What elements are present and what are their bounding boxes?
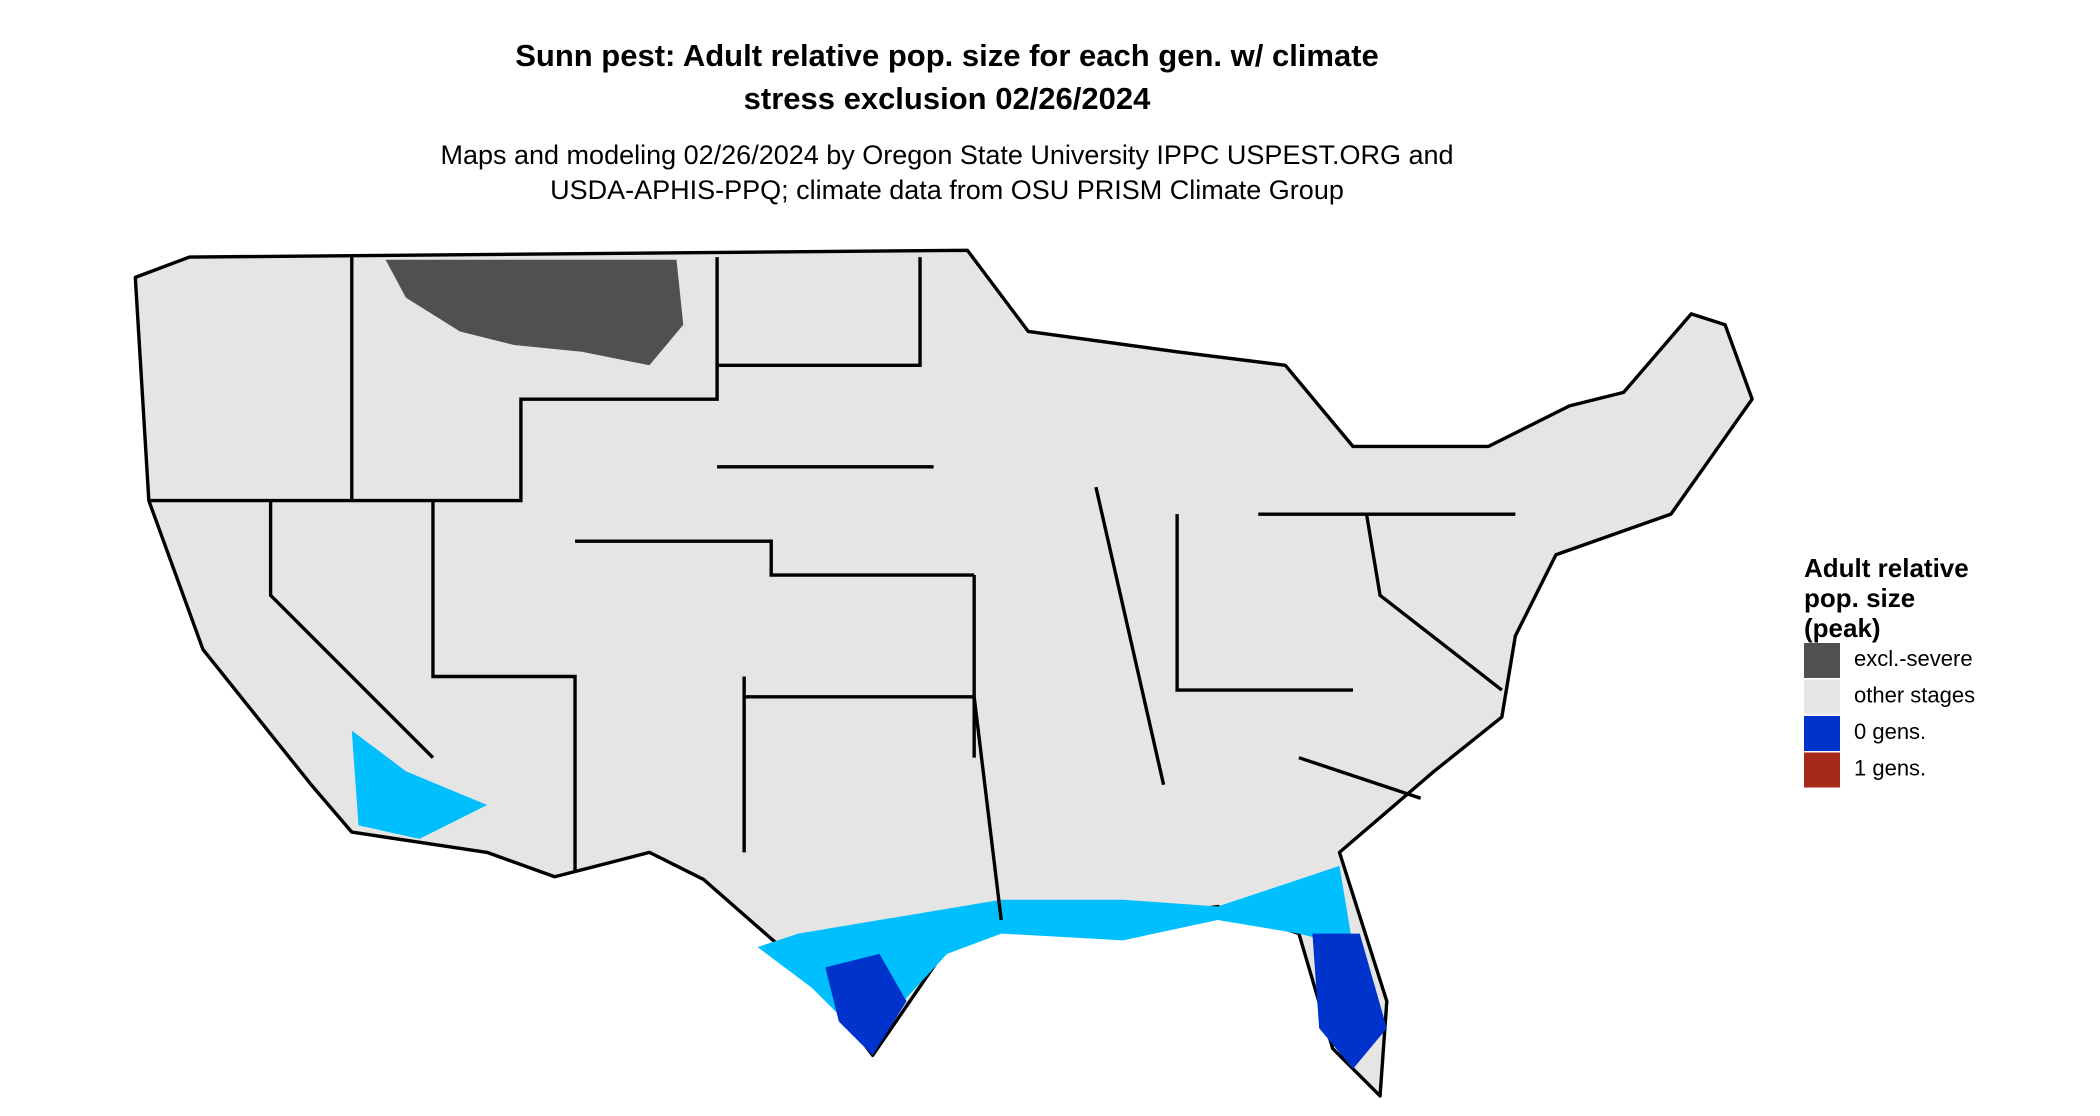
- legend-swatch: [1804, 716, 1840, 751]
- legend-label: excl.-severe: [1854, 646, 1973, 671]
- legend-label: other stages: [1854, 682, 1975, 707]
- title-line: stress exclusion 02/26/2024: [744, 81, 1151, 116]
- zero-gen-dark: [825, 933, 1387, 1069]
- legend-swatch: [1804, 752, 1840, 788]
- legend-label: 1 gens.: [1854, 755, 1926, 780]
- legend-swatch: [1804, 643, 1840, 678]
- us-outline: [133, 248, 1754, 1098]
- excluded-region: [385, 259, 684, 366]
- subtitle-line: Maps and modeling 02/26/2024 by Oregon S…: [440, 140, 1453, 170]
- legend-title: pop. size: [1804, 583, 1915, 613]
- legend-title: (peak): [1804, 613, 1881, 643]
- legend-swatch: [1804, 679, 1840, 715]
- state-borders: [148, 257, 1516, 921]
- legend-title: Adult relative: [1804, 553, 1969, 583]
- title-line: Sunn pest: Adult relative pop. size for …: [515, 38, 1379, 73]
- subtitle-line: USDA-APHIS-PPQ; climate data from OSU PR…: [550, 175, 1344, 205]
- us-map: [133, 248, 1754, 1098]
- legend-label: 0 gens.: [1854, 719, 1926, 744]
